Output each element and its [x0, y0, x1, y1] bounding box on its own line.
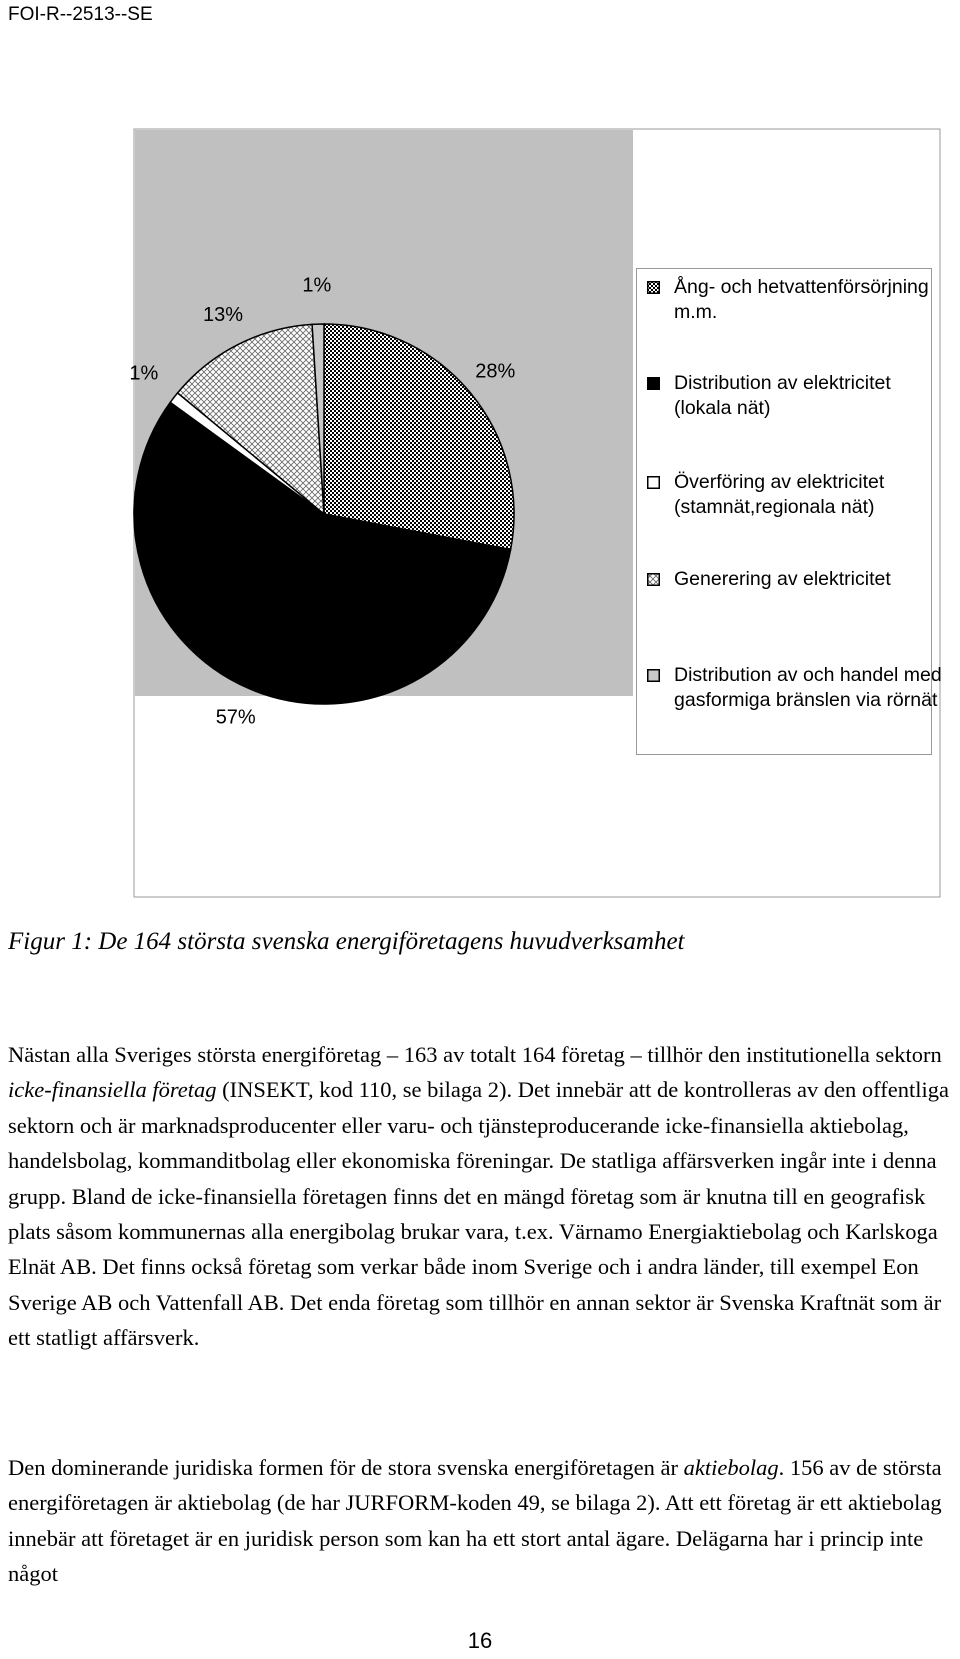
legend-label: Distribution av och handel med gasformig…: [674, 664, 942, 711]
legend-label: Ång- och hetvattenförsörjning m.m.: [674, 276, 929, 323]
text-run: Den dominerande juridiska formen för de …: [8, 1455, 684, 1480]
pie-slice: [311, 323, 325, 515]
text-run: . 156 av de största energiföretagen är a…: [8, 1455, 942, 1587]
legend-swatch: [647, 669, 660, 682]
swatch-box: [647, 281, 660, 294]
slice-label: 57%: [216, 706, 256, 728]
pie-slice: [133, 401, 512, 705]
legend-item: Ång- och hetvattenförsörjning m.m.: [647, 275, 944, 325]
swatch-box: [647, 377, 660, 390]
legend-item: Överföring av elektricitet (stamnät,regi…: [647, 470, 944, 520]
legend-swatch: [647, 573, 660, 586]
chart: 28% 57% 1% 13% 1%: [129, 128, 941, 898]
legend-swatch: [647, 476, 660, 489]
legend-item: Generering av elektricitet: [647, 567, 944, 592]
slice-label: 28%: [475, 361, 515, 383]
report-id: FOI-R--2513--SE: [8, 4, 153, 25]
swatch-box: [647, 573, 660, 586]
legend-item: Distribution av elektricitet (lokala nät…: [647, 371, 944, 421]
legend-swatch: [647, 377, 660, 390]
legend-label: Överföring av elektricitet (stamnät,regi…: [674, 471, 885, 518]
slice-label: 13%: [203, 304, 243, 326]
figure-caption: Figur 1: De 164 största svenska energifö…: [8, 928, 685, 955]
paragraph: Nästan alla Sveriges största energiföret…: [8, 1037, 958, 1356]
slice-label: 1%: [302, 274, 331, 296]
legend-label: Distribution av elektricitet (lokala nät…: [674, 372, 891, 419]
text-run: Nästan alla Sveriges största energiföret…: [8, 1042, 942, 1067]
swatch-box: [647, 476, 660, 489]
legend-item: Distribution av och handel med gasformig…: [647, 663, 944, 713]
slice-label: 1%: [129, 363, 158, 385]
pie-slice: [323, 323, 515, 551]
text-run: (INSEKT, kod 110, se bilaga 2). Det inne…: [8, 1077, 949, 1351]
page-number: 16: [467, 1628, 493, 1653]
legend-label: Generering av elektricitet: [674, 568, 891, 590]
paragraph: Den dominerande juridiska formen för de …: [8, 1450, 958, 1592]
pie-slice: [176, 323, 325, 516]
swatch-box: [647, 669, 660, 682]
legend-swatch: [647, 281, 660, 294]
italic-text: icke-finansiella företag: [8, 1077, 217, 1103]
italic-text: aktiebolag: [683, 1455, 779, 1480]
legend: Ång- och hetvattenförsörjning m.m. Distri…: [636, 268, 942, 755]
